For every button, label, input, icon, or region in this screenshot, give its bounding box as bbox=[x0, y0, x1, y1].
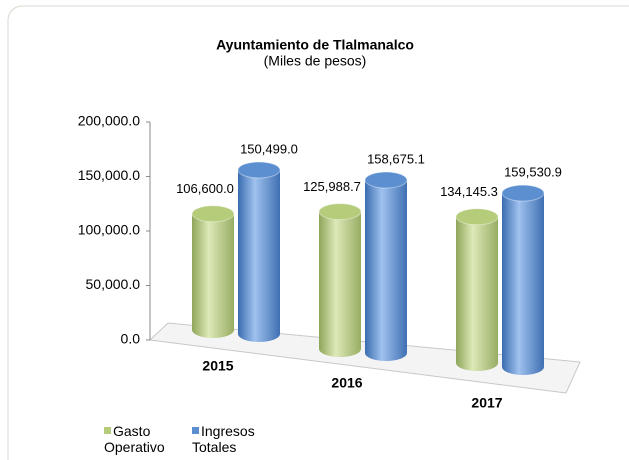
legend-label: Ingresos Totales bbox=[192, 423, 255, 455]
x-tick-label: 2016 bbox=[331, 375, 362, 391]
data-label: 159,530.9 bbox=[504, 165, 562, 180]
chart-subtitle: (Miles de pesos) bbox=[264, 53, 367, 69]
y-tick-label: 0.0 bbox=[121, 331, 141, 347]
chart-title: Ayuntamiento de Tlalmanalco bbox=[216, 37, 414, 53]
bar-top bbox=[318, 203, 362, 221]
y-tick-label: 100,000.0 bbox=[78, 222, 140, 238]
bar bbox=[365, 180, 407, 353]
legend-item: Ingresos Totales bbox=[192, 423, 262, 455]
y-tick-label: 50,000.0 bbox=[86, 276, 141, 292]
x-tick-label: 2017 bbox=[471, 395, 502, 411]
data-label: 134,145.3 bbox=[440, 184, 498, 199]
data-label: 106,600.0 bbox=[176, 181, 234, 196]
bar-top bbox=[455, 208, 499, 226]
bar bbox=[192, 213, 234, 330]
bar-top bbox=[364, 171, 408, 189]
data-label: 125,988.7 bbox=[303, 179, 361, 194]
bar-top bbox=[237, 161, 281, 179]
bar bbox=[456, 216, 498, 363]
data-label: 158,675.1 bbox=[367, 151, 425, 166]
legend-swatch bbox=[192, 427, 199, 434]
legend-swatch bbox=[104, 427, 111, 434]
bar-top bbox=[191, 205, 235, 223]
legend-label: Gasto Operativo bbox=[104, 423, 165, 455]
bar-top bbox=[501, 184, 545, 202]
bar bbox=[502, 193, 544, 367]
y-tick-label: 150,000.0 bbox=[78, 167, 140, 183]
y-tick-label: 200,000.0 bbox=[78, 113, 140, 129]
x-tick-label: 2015 bbox=[202, 358, 233, 374]
data-label: 150,499.0 bbox=[240, 141, 298, 156]
legend-item: Gasto Operativo bbox=[104, 423, 174, 455]
bar bbox=[238, 169, 280, 334]
bar bbox=[319, 211, 361, 349]
